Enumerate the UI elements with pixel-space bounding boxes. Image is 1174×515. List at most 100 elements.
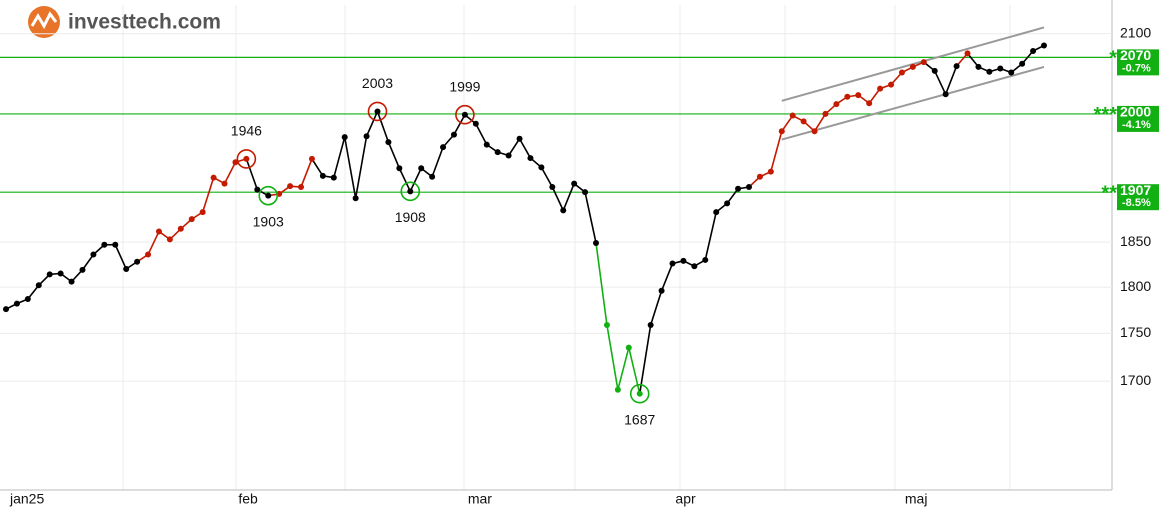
line-segment — [649, 290, 663, 326]
point — [844, 93, 851, 100]
x-tick-label: maj — [905, 491, 928, 507]
point — [298, 184, 305, 191]
point — [68, 278, 75, 285]
trough-label: 1908 — [395, 209, 426, 225]
point — [833, 101, 840, 108]
x-tick-label: apr — [675, 491, 696, 507]
line-segment — [540, 166, 554, 188]
line-segment — [343, 136, 357, 199]
line-segment — [518, 138, 532, 159]
line-segment — [201, 177, 215, 213]
point — [57, 270, 64, 277]
point — [210, 174, 217, 181]
point — [330, 174, 337, 181]
trough-label: 1903 — [253, 213, 284, 229]
point — [614, 386, 621, 393]
line-segment — [365, 111, 379, 137]
trough-label: 1687 — [624, 411, 655, 427]
point — [134, 258, 141, 265]
point — [494, 149, 501, 156]
point — [199, 209, 206, 216]
point — [942, 91, 949, 98]
line-segment — [333, 136, 346, 178]
point — [24, 296, 31, 303]
y-tick-label: 1700 — [1120, 372, 1151, 388]
level-pct: -0.7% — [1122, 62, 1151, 74]
level-box — [1117, 184, 1159, 211]
point — [352, 195, 359, 202]
point — [735, 185, 742, 192]
level-stars: ** — [1101, 182, 1117, 204]
line-segment — [638, 324, 652, 394]
line-segment — [813, 113, 827, 132]
point — [1019, 60, 1026, 67]
point — [920, 59, 927, 66]
peak-marker — [455, 104, 475, 125]
line-segment — [409, 167, 422, 192]
line-segment — [781, 115, 794, 132]
point — [166, 236, 173, 243]
point — [90, 251, 97, 258]
line-segment — [704, 211, 717, 261]
point — [669, 260, 676, 267]
point — [123, 265, 130, 272]
point — [855, 92, 862, 99]
point — [603, 321, 610, 328]
point — [418, 165, 425, 172]
line-segment — [770, 131, 783, 172]
point — [582, 189, 589, 196]
line-segment — [300, 158, 313, 188]
point — [767, 168, 774, 175]
point — [13, 300, 20, 307]
point — [440, 144, 447, 151]
point — [877, 85, 884, 92]
point — [756, 173, 763, 180]
level-pct: -8.5% — [1122, 197, 1151, 209]
line-segment — [628, 347, 641, 394]
point — [527, 155, 534, 162]
line-segment — [114, 244, 127, 270]
point — [888, 81, 895, 88]
point — [221, 180, 228, 187]
point — [243, 155, 250, 162]
y-tick-label: 1800 — [1120, 278, 1151, 294]
point — [1008, 69, 1015, 76]
point — [593, 239, 600, 246]
point — [625, 344, 632, 351]
trough-marker — [400, 181, 421, 202]
line-segment — [453, 114, 466, 135]
line-segment — [387, 141, 401, 169]
y-tick-label: 1750 — [1120, 324, 1151, 340]
point — [778, 128, 785, 135]
point — [155, 228, 162, 235]
point — [101, 241, 108, 248]
level-box — [1117, 49, 1159, 76]
point — [254, 186, 261, 193]
level-value: 1907 — [1120, 182, 1151, 198]
point — [3, 306, 9, 313]
line-segment — [147, 231, 160, 255]
point — [931, 67, 938, 74]
peak-label: 1999 — [449, 78, 480, 94]
line-segment — [81, 254, 95, 271]
level-stars: *** — [1094, 104, 1118, 126]
point — [909, 63, 916, 70]
line-segment — [595, 242, 608, 326]
point — [647, 321, 654, 328]
point — [866, 100, 873, 107]
point — [79, 266, 86, 273]
x-tick-label: mar — [468, 491, 492, 507]
point — [46, 271, 53, 278]
line-segment — [606, 324, 619, 390]
point — [516, 135, 523, 142]
line-segment — [354, 136, 368, 199]
point — [145, 251, 152, 258]
peak-marker — [236, 149, 257, 169]
point — [964, 50, 971, 57]
point — [385, 139, 392, 146]
point — [188, 216, 195, 223]
point — [341, 134, 348, 141]
level-stars: * — [1109, 48, 1117, 70]
point — [396, 165, 403, 172]
